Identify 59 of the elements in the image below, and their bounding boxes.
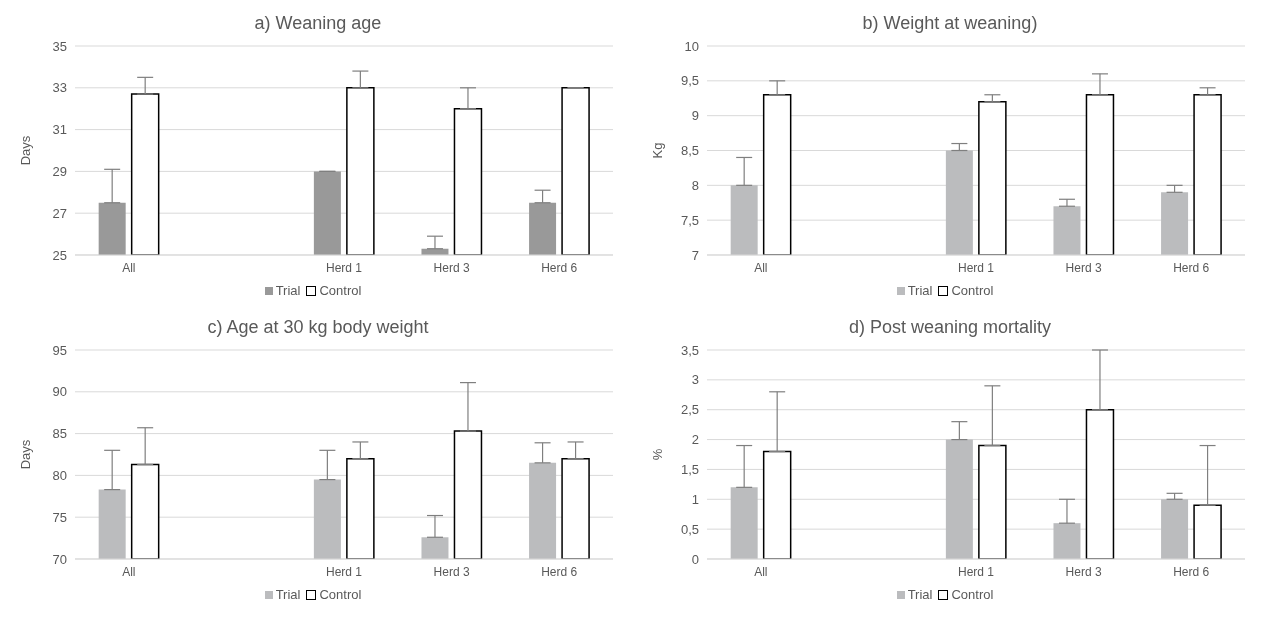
- y-tick-label: 10: [684, 38, 699, 54]
- y-tick-label: 3,5: [680, 342, 699, 358]
- legend-label: Trial: [906, 587, 933, 602]
- y-axis-title: Kg: [649, 142, 665, 159]
- x-tick-label: Herd 1: [325, 564, 363, 579]
- x-tick-label: All: [754, 564, 768, 579]
- legend-label: Trial: [906, 283, 933, 298]
- y-tick-label: 7,5: [680, 212, 699, 228]
- x-tick-label: All: [122, 564, 136, 579]
- legend-label: Control: [318, 283, 362, 298]
- x-tick-label: Herd 6: [541, 564, 578, 579]
- y-tick-label: 80: [52, 468, 67, 484]
- y-tick-label: 31: [52, 122, 67, 138]
- y-tick-label: 3: [691, 372, 699, 388]
- chart-title: b) Weight at weaning): [861, 12, 1039, 35]
- x-tick-label: All: [754, 260, 768, 275]
- legend-label: Trial: [274, 283, 301, 298]
- y-tick-label: 8: [691, 177, 699, 193]
- y-tick-label: 33: [52, 80, 67, 96]
- x-tick-label: Herd 3: [1065, 564, 1102, 579]
- y-tick-label: 85: [52, 426, 67, 442]
- chart-title: d) Post weaning mortality: [847, 316, 1053, 339]
- y-axis-title: Days: [17, 135, 33, 166]
- y-tick-label: 1: [691, 491, 699, 507]
- y-tick-label: 29: [52, 164, 67, 180]
- x-tick-label: Herd 3: [1065, 260, 1102, 275]
- chart-title: a) Weaning age: [253, 12, 383, 35]
- x-tick-label: Herd 1: [325, 260, 363, 275]
- y-tick-label: 8,5: [680, 143, 699, 159]
- legend-label: Control: [950, 587, 994, 602]
- y-tick-label: 25: [52, 247, 67, 263]
- y-tick-label: 0,5: [680, 521, 699, 537]
- y-tick-label: 90: [52, 384, 67, 400]
- y-tick-label: 9: [691, 108, 699, 124]
- y-tick-label: 1,5: [680, 462, 699, 478]
- x-tick-label: Herd 1: [957, 564, 995, 579]
- y-tick-label: 2,5: [680, 402, 699, 418]
- x-tick-label: Herd 6: [1173, 564, 1210, 579]
- y-tick-label: 35: [52, 38, 67, 54]
- y-tick-label: 70: [52, 551, 67, 567]
- x-tick-label: Herd 6: [541, 260, 578, 275]
- x-tick-label: Herd 6: [1173, 260, 1210, 275]
- y-axis-title: Days: [17, 439, 33, 470]
- y-tick-label: 0: [691, 551, 699, 567]
- legend-label: Control: [318, 587, 362, 602]
- x-tick-label: Herd 3: [433, 564, 470, 579]
- x-tick-label: Herd 1: [957, 260, 995, 275]
- y-tick-label: 95: [52, 342, 67, 358]
- y-tick-label: 7: [691, 247, 699, 263]
- x-tick-label: All: [122, 260, 136, 275]
- y-tick-label: 27: [52, 205, 67, 221]
- y-tick-label: 2: [691, 432, 699, 448]
- y-tick-label: 9,5: [680, 73, 699, 89]
- legend-label: Trial: [274, 587, 301, 602]
- legend-label: Control: [950, 283, 994, 298]
- chart-title: c) Age at 30 kg body weight: [206, 316, 430, 339]
- x-tick-label: Herd 3: [433, 260, 470, 275]
- y-tick-label: 75: [52, 509, 67, 525]
- y-axis-title: %: [649, 448, 665, 461]
